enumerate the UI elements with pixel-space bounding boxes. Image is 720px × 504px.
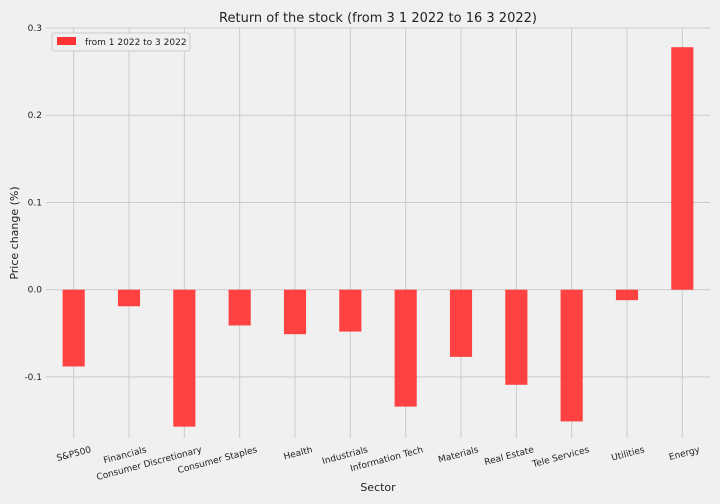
y-tick-labels: -0.1 0.0 0.1 0.2 0.3: [24, 24, 42, 383]
bar-industrials: [339, 289, 362, 332]
legend: from 1 2022 to 3 2022: [51, 32, 191, 52]
bar-s-p500: [62, 289, 85, 367]
legend-label: from 1 2022 to 3 2022: [85, 38, 187, 48]
y-tick-label: 0.2: [28, 111, 42, 121]
y-axis-title: Price change (%): [8, 186, 21, 279]
x-axis-title: Sector: [360, 481, 396, 494]
bar-information-tech: [394, 289, 417, 407]
bar-materials: [449, 289, 473, 357]
bar-tele-services: [560, 289, 583, 422]
bar-real-estate: [505, 289, 528, 385]
bar-consumer-staples: [228, 289, 251, 326]
bars-group: [62, 47, 694, 427]
bar-utilities: [615, 289, 639, 301]
bar-health: [283, 289, 307, 335]
y-tick-label: -0.1: [24, 373, 42, 383]
bar-consumer-discretionary: [173, 289, 196, 427]
y-tick-label: 0.0: [28, 286, 43, 296]
legend-box: [51, 32, 191, 52]
y-tick-label: 0.3: [28, 24, 42, 34]
bar-energy: [671, 47, 694, 290]
y-tick-label: 0.1: [28, 198, 42, 208]
chart-title: Return of the stock (from 3 1 2022 to 16…: [219, 11, 537, 26]
legend-swatch: [57, 37, 76, 45]
bar-financials: [117, 289, 141, 307]
